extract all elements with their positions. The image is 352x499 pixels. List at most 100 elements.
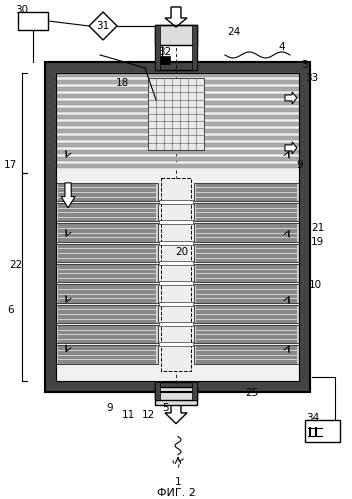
Bar: [194, 264, 299, 282]
Bar: [56, 143, 299, 147]
Bar: [194, 224, 299, 242]
Text: 9: 9: [297, 160, 303, 170]
Bar: [159, 302, 193, 306]
Bar: [56, 164, 299, 168]
Bar: [159, 342, 193, 346]
Bar: [58, 340, 156, 343]
Bar: [58, 225, 156, 228]
Bar: [56, 345, 158, 364]
Bar: [196, 315, 297, 318]
Bar: [196, 229, 297, 233]
Bar: [196, 193, 297, 197]
Polygon shape: [165, 7, 187, 27]
Bar: [196, 285, 297, 289]
Polygon shape: [285, 142, 297, 154]
Bar: [58, 294, 156, 298]
Bar: [196, 340, 297, 343]
Bar: [56, 94, 299, 98]
Bar: [196, 254, 297, 257]
Bar: [45, 62, 310, 392]
Bar: [196, 265, 297, 269]
Bar: [196, 270, 297, 273]
Bar: [58, 360, 156, 364]
Bar: [56, 157, 299, 161]
Bar: [56, 73, 299, 77]
Bar: [58, 209, 156, 213]
Bar: [196, 250, 297, 253]
Bar: [196, 258, 297, 262]
Bar: [18, 12, 48, 30]
Bar: [196, 294, 297, 298]
Bar: [58, 279, 156, 282]
Bar: [194, 325, 299, 343]
Bar: [196, 279, 297, 282]
Text: 33: 33: [305, 73, 319, 83]
Text: 32: 32: [158, 47, 172, 57]
Bar: [196, 204, 297, 208]
Bar: [155, 382, 197, 400]
Bar: [196, 331, 297, 334]
Bar: [192, 25, 197, 70]
Text: 22: 22: [10, 260, 23, 270]
Bar: [194, 244, 299, 262]
Text: 11: 11: [121, 410, 135, 420]
Bar: [56, 150, 299, 154]
Bar: [196, 184, 297, 188]
Bar: [58, 270, 156, 273]
Bar: [155, 25, 197, 45]
Bar: [161, 178, 191, 371]
Bar: [194, 203, 299, 222]
Bar: [58, 319, 156, 323]
Bar: [196, 290, 297, 293]
Bar: [56, 73, 299, 381]
Polygon shape: [165, 400, 187, 424]
Bar: [58, 351, 156, 355]
Bar: [56, 183, 158, 201]
Bar: [56, 203, 158, 222]
Bar: [56, 129, 299, 133]
Bar: [196, 346, 297, 350]
Polygon shape: [285, 92, 297, 104]
Bar: [56, 108, 299, 112]
Bar: [58, 258, 156, 262]
Bar: [159, 241, 193, 245]
Bar: [196, 218, 297, 222]
Bar: [196, 299, 297, 303]
Bar: [58, 245, 156, 249]
Bar: [58, 285, 156, 289]
Text: 31: 31: [96, 21, 110, 31]
Bar: [56, 224, 158, 242]
Bar: [196, 214, 297, 217]
Bar: [159, 322, 193, 326]
Bar: [58, 229, 156, 233]
Bar: [58, 254, 156, 257]
Bar: [194, 345, 299, 364]
Bar: [58, 306, 156, 309]
Bar: [196, 319, 297, 323]
Bar: [56, 87, 299, 91]
Text: 12: 12: [142, 410, 155, 420]
Text: ФИГ. 2: ФИГ. 2: [157, 488, 195, 498]
Bar: [196, 234, 297, 237]
Bar: [56, 305, 158, 323]
Bar: [58, 204, 156, 208]
Bar: [196, 274, 297, 278]
Bar: [196, 356, 297, 359]
Bar: [58, 218, 156, 222]
Text: 17: 17: [4, 160, 17, 170]
Bar: [155, 387, 197, 405]
Bar: [58, 274, 156, 278]
Bar: [58, 310, 156, 314]
Bar: [159, 200, 193, 204]
Bar: [58, 250, 156, 253]
Bar: [155, 382, 160, 400]
Text: 10: 10: [308, 280, 321, 290]
Text: 6: 6: [7, 305, 13, 315]
Bar: [58, 234, 156, 237]
Bar: [155, 25, 197, 70]
Bar: [58, 331, 156, 334]
Bar: [58, 193, 156, 197]
Bar: [196, 245, 297, 249]
Bar: [56, 325, 158, 343]
Text: 30: 30: [15, 5, 29, 15]
